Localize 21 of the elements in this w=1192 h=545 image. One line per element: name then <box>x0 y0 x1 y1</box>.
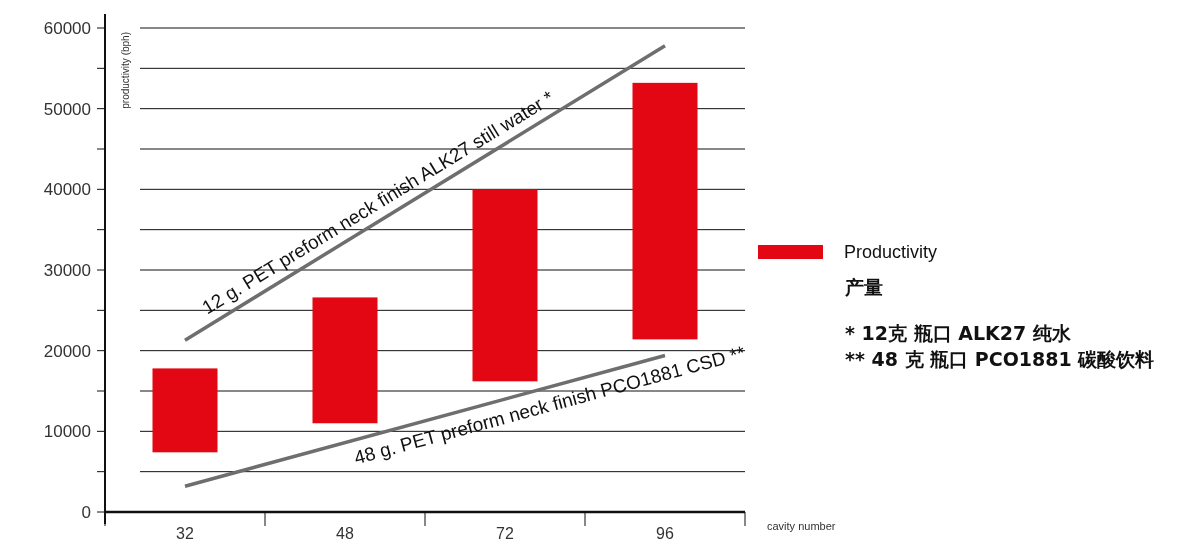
text: 产量 <box>844 276 883 298</box>
y-tick-label: 0 <box>81 502 91 522</box>
y-tick-label: 50000 <box>43 99 91 119</box>
legend-label: Productivity <box>844 242 938 263</box>
y-axis-title: productivity (bph) <box>120 32 131 109</box>
text: * 12克 瓶口 ALK27 纯水 <box>845 322 1072 344</box>
y-tick-label: 10000 <box>43 422 91 442</box>
x-tick-label: 32 <box>176 525 194 542</box>
text: ** 48 克 瓶口 PCO1881 碳酸饮料 <box>845 348 1155 370</box>
bar <box>472 189 538 382</box>
bar <box>312 297 378 424</box>
x-tick-label: 72 <box>496 525 514 542</box>
x-tick-label: 96 <box>656 525 674 542</box>
bar <box>632 82 698 340</box>
y-tick-label: 40000 <box>43 180 91 200</box>
x-tick-label: 48 <box>336 525 354 542</box>
y-tick-label: 20000 <box>43 341 91 361</box>
y-tick-label: 30000 <box>43 260 91 280</box>
bar <box>152 368 218 453</box>
x-axis-title: cavity number <box>767 520 836 532</box>
y-tick-label: 60000 <box>43 18 91 38</box>
